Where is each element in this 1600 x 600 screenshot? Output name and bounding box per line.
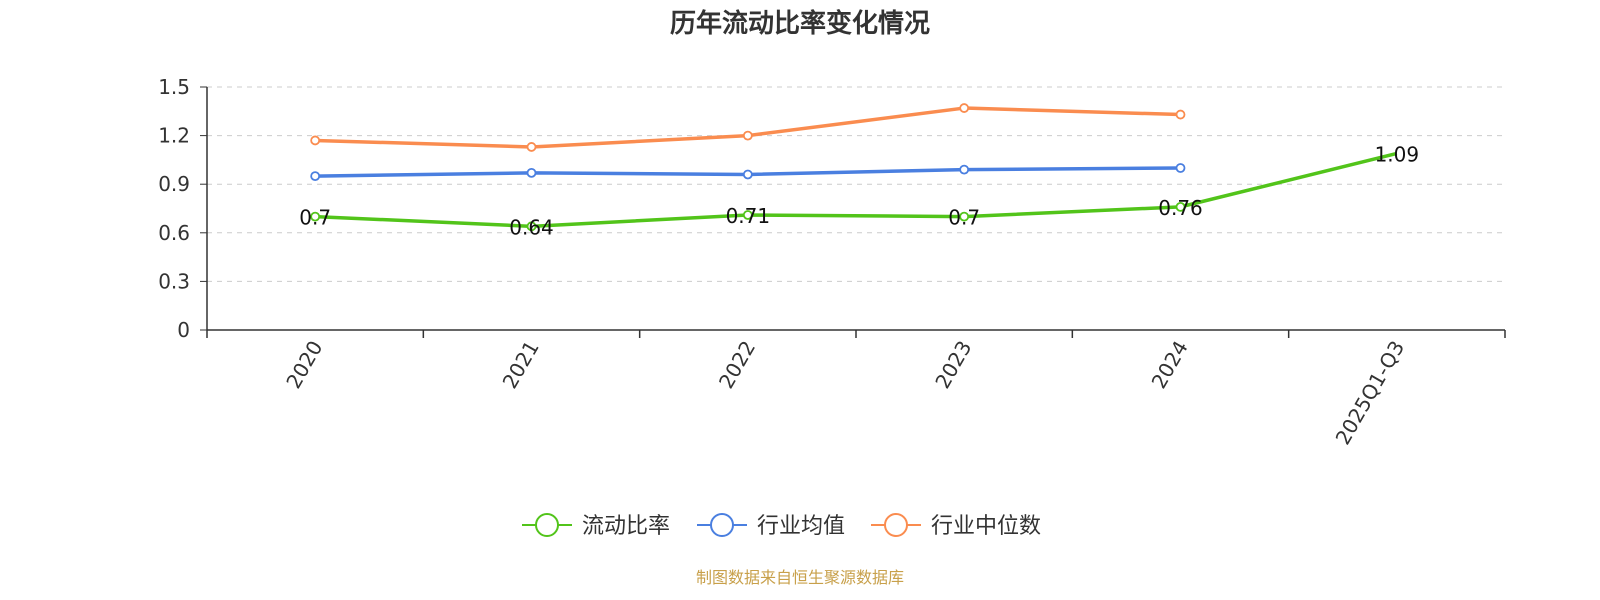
y-tick-label: 0.3 [158,269,190,293]
chart-title: 历年流动比率变化情况 [670,8,930,39]
series-line [315,151,1398,229]
data-point [959,164,970,175]
data-point [526,142,537,152]
x-tick-label: 2023 [930,337,976,393]
y-tick-label: 0 [177,318,190,342]
data-label: 0.71 [726,204,771,228]
y-tick-label: 0.6 [158,221,190,245]
data-label: 0.7 [299,206,331,230]
y-tick-label: 1.5 [158,75,190,99]
series-group [310,103,1398,232]
legend-item[interactable]: 行业中位数 [871,513,1041,539]
data-point [526,167,537,178]
legend[interactable]: 流动比率 行业均值 行业中位数 [522,513,1041,539]
data-point [310,211,321,222]
x-tick-label: 2021 [498,337,544,393]
y-tick-label: 1.2 [158,124,190,148]
grid [207,86,1505,282]
legend-marker [884,513,908,537]
axes: 0 0.3 0.6 0.9 1.2 1.5 2020 2021 2022 2023 2024 2025… [158,75,1506,449]
data-label: 0.76 [1158,196,1203,220]
data-point [742,210,753,220]
legend-marker [710,513,734,537]
y-tick-label: 0.9 [158,172,190,196]
x-tick-label: 2025Q1-Q3 [1330,337,1409,449]
data-point [1175,109,1186,120]
x-tick-label: 2022 [714,337,760,393]
x-tick-label: 2024 [1147,337,1193,393]
series-line [315,106,1181,149]
legend-label: 流动比率 [582,514,670,539]
data-point [1175,163,1186,173]
x-tick-label: 2020 [281,337,327,393]
data-label: 0.64 [509,215,554,239]
data-point [959,103,970,113]
legend-item[interactable]: 行业均值 [697,513,845,539]
data-labels: 0.7 0.64 0.71 0.7 0.76 1.09 [299,142,1419,239]
data-point [310,171,321,182]
legend-label: 行业中位数 [931,514,1041,539]
data-point [742,169,753,180]
data-label: 1.09 [1375,142,1420,166]
source-note: 制图数据来自恒生聚源数据库 [696,568,904,587]
data-point [1175,201,1186,212]
legend-item[interactable]: 流动比率 [522,513,670,539]
legend-marker [535,513,559,537]
legend-label: 行业均值 [757,514,845,539]
data-point [526,221,537,232]
data-label: 0.7 [948,206,980,230]
data-point [310,135,321,146]
data-point [742,130,753,141]
data-point [959,211,970,222]
